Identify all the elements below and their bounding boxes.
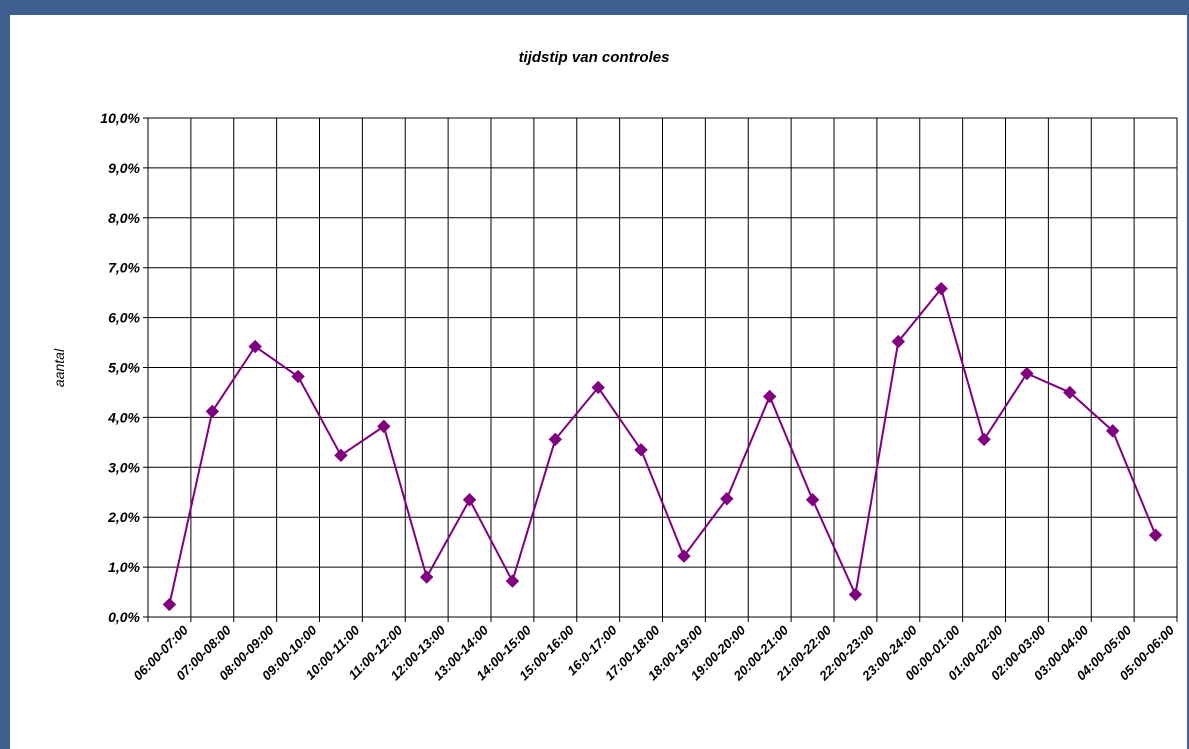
y-tick-label: 0,0% (108, 609, 140, 625)
data-point (848, 587, 863, 602)
data-point (291, 369, 305, 384)
y-tick-label: 2,0% (107, 509, 140, 525)
y-axis-label: aantal (51, 348, 67, 387)
y-tick-label: 8,0% (108, 210, 140, 226)
data-point (248, 339, 262, 354)
data-point (462, 493, 477, 507)
x-axis-ticks: 06:00-07:0007:00-08:0008:00-09:0009:00-1… (130, 622, 1177, 684)
y-tick-label: 6,0% (108, 310, 140, 326)
data-point (205, 404, 220, 419)
y-tick-label: 7,0% (108, 260, 140, 276)
grid (143, 117, 1178, 622)
data-point (762, 389, 777, 404)
data-point (334, 448, 348, 463)
data-point (720, 492, 734, 506)
data-point (548, 432, 563, 447)
data-point (891, 334, 906, 349)
data-point (934, 281, 948, 296)
series-line (162, 281, 1163, 612)
y-tick-label: 1,0% (108, 559, 140, 575)
y-tick-label: 3,0% (108, 459, 140, 475)
data-point (1020, 366, 1034, 381)
data-point (1148, 528, 1163, 542)
data-point (677, 549, 691, 563)
data-point (977, 432, 991, 447)
y-tick-label: 10,0% (100, 110, 140, 126)
data-point (505, 574, 520, 588)
y-tick-label: 9,0% (108, 160, 140, 176)
data-point (419, 570, 434, 584)
data-point (591, 380, 605, 395)
data-point (1063, 385, 1077, 400)
data-point (1105, 424, 1120, 438)
y-axis-ticks: 0,0% 1,0% 2,0% 3,0% 4,0% 5,0% 6,0% 7,0% 8,0% 9,0%… (100, 110, 140, 625)
chart-title: tijdstip van controles (519, 49, 670, 66)
y-tick-label: 4,0% (107, 409, 140, 425)
series-line-path (168, 286, 1157, 605)
data-point (634, 443, 648, 457)
data-point (377, 419, 391, 434)
data-point (162, 597, 177, 612)
y-tick-label: 5,0% (108, 360, 140, 376)
data-point (805, 493, 820, 507)
